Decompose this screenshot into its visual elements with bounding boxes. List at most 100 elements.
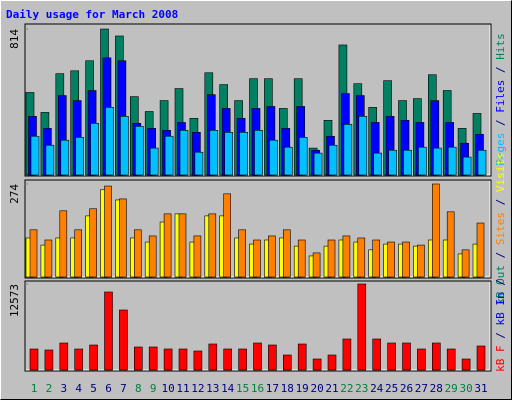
day-label: 13 (206, 382, 219, 395)
legend-entry: / (494, 245, 507, 265)
legend-entry: Visits (494, 152, 507, 192)
day-label: 31 (474, 382, 487, 395)
bar (208, 343, 218, 371)
day-label: 14 (221, 382, 235, 395)
y-tick-label: 814 (8, 29, 21, 49)
bar (297, 343, 307, 371)
bar (268, 344, 277, 371)
bar (461, 358, 471, 371)
bar (372, 338, 382, 371)
day-label: 21 (325, 382, 338, 395)
bar (476, 345, 486, 371)
day-label: 22 (340, 382, 353, 395)
bar (358, 116, 368, 176)
bar (29, 348, 39, 371)
bar (461, 249, 470, 278)
bar (328, 144, 338, 176)
day-label: 18 (281, 382, 294, 395)
bar (44, 239, 53, 278)
bar (387, 241, 395, 278)
day-label: 8 (135, 382, 142, 395)
day-label: 15 (236, 382, 249, 395)
bar (104, 291, 113, 371)
day-label: 25 (385, 382, 398, 395)
day-label: 6 (105, 382, 112, 395)
bar (253, 342, 262, 371)
bar (89, 344, 98, 371)
bar (60, 139, 70, 176)
bar (149, 147, 159, 176)
legend-entry: Sites (494, 212, 507, 245)
day-label: 20 (310, 382, 323, 395)
day-label: 2 (46, 382, 53, 395)
legend-entry: / (494, 279, 507, 292)
bar (253, 239, 261, 278)
bar (45, 144, 55, 176)
panel-legend: kB F / kB In / (494, 279, 507, 372)
bar (224, 132, 233, 176)
bar (238, 229, 246, 278)
bar (134, 229, 142, 278)
panel-legend: kB Out / Sites / Visits (494, 152, 507, 304)
bar (431, 342, 441, 371)
bar (417, 348, 426, 371)
day-label: 24 (370, 382, 384, 395)
bar (74, 229, 82, 278)
day-label: 26 (400, 382, 413, 395)
bar (119, 198, 127, 278)
bar (269, 139, 278, 176)
bar (282, 354, 292, 371)
bar (90, 123, 99, 176)
bar (178, 213, 187, 278)
day-label: 19 (296, 382, 309, 395)
legend-entry: kB Out (494, 265, 507, 305)
bar (30, 135, 40, 176)
bar (163, 213, 172, 278)
bar (446, 211, 455, 278)
day-label: 28 (430, 382, 443, 395)
bar (462, 156, 472, 176)
bar (447, 146, 457, 176)
bar (297, 239, 306, 278)
day-label: 11 (176, 382, 189, 395)
bar (373, 152, 383, 176)
legend-entry: Pages (494, 133, 507, 166)
bar (74, 348, 83, 371)
bar (403, 149, 412, 176)
panel-legend: Pages / Files / Hits (494, 33, 507, 166)
y-tick-label: 274 (8, 184, 21, 204)
day-label: 9 (150, 382, 157, 395)
bar (148, 346, 158, 371)
bar (209, 130, 219, 176)
bar (135, 126, 144, 176)
day-label: 4 (75, 382, 82, 395)
bar (476, 222, 485, 278)
bar (29, 229, 38, 278)
bar (477, 149, 487, 176)
bar (327, 239, 336, 278)
bar (343, 124, 353, 176)
bar (208, 213, 217, 278)
bar (431, 183, 440, 278)
bar (44, 349, 54, 371)
legend-entry: kB In (494, 292, 507, 325)
day-label: 10 (161, 382, 174, 395)
legend-entry: / (494, 113, 507, 133)
day-label: 5 (90, 382, 97, 395)
bar (388, 149, 397, 176)
bar (239, 132, 248, 176)
day-label: 7 (120, 382, 127, 395)
bar (163, 348, 173, 371)
day-label: 12 (191, 382, 204, 395)
day-label: 16 (251, 382, 264, 395)
bar (254, 130, 263, 176)
bar (357, 283, 367, 371)
day-label: 30 (459, 382, 472, 395)
bar (104, 185, 112, 278)
bar (148, 235, 157, 278)
bar (193, 350, 203, 371)
bar (59, 210, 68, 278)
bar (312, 358, 322, 371)
